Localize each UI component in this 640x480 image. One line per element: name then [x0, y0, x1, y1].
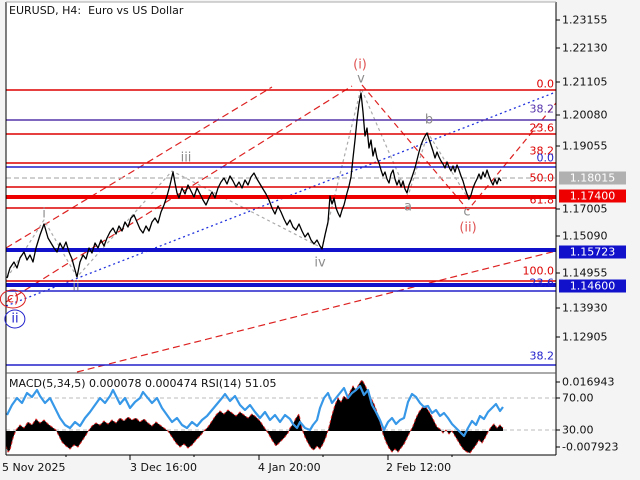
y-axis-label: 1.15090	[562, 229, 608, 243]
wave-label: ii	[72, 279, 80, 295]
trend-line	[5, 85, 353, 303]
macd-signal-line	[5, 379, 504, 454]
wave-label-circled: ii	[4, 309, 26, 329]
y-axis-label: 1.17005	[562, 202, 608, 216]
macd-rsi-readout: MACD(5,34,5) 0.000078 0.000474 RSI(14) 5…	[9, 377, 277, 390]
y-axis-label: 30.00	[562, 423, 594, 437]
y-axis-label: 1.23155	[562, 13, 608, 27]
price-box-current-price: 1.18015	[559, 171, 626, 185]
wave-label: c	[463, 204, 471, 220]
wave-label: i	[42, 206, 46, 222]
y-axis-label: 1.19055	[562, 139, 608, 153]
fib-label: 38.2	[529, 349, 555, 363]
y-axis-label: 0.016943	[562, 375, 615, 389]
fib-label: 50.0	[529, 171, 555, 185]
fib-label: 38.2	[529, 144, 555, 158]
wave-label: iii	[180, 150, 192, 166]
wave-label: (ii)	[459, 220, 477, 236]
price-box-target-2: 1.14600	[559, 279, 626, 293]
y-axis-label: 70.00	[562, 391, 594, 405]
chart-title: EURUSD, H4: Euro vs US Dollar	[9, 4, 184, 17]
y-axis-label: 1.21105	[562, 75, 608, 89]
macd-histogram	[6, 380, 503, 453]
price-box-target-1: 1.15723	[559, 245, 626, 259]
wave-label: iv	[314, 255, 326, 271]
price-series	[6, 92, 502, 279]
plot-background	[6, 2, 556, 455]
wave-label: v	[357, 71, 365, 87]
y-axis-label: 1.12905	[562, 330, 608, 344]
fib-label: 0.0	[536, 151, 555, 165]
wave-label-circled: c)	[0, 289, 27, 309]
trend-line	[76, 250, 557, 373]
y-axis-label: -0.007923	[562, 440, 619, 454]
fib-label: 0.0	[536, 77, 555, 91]
wave-label: b	[424, 112, 434, 128]
rsi-line	[6, 384, 504, 438]
y-axis-label: 1.13930	[562, 301, 608, 315]
fib-label: 23.6	[529, 121, 555, 135]
x-axis-label: 5 Nov 2025	[2, 461, 66, 474]
price-box-key-level: 1.17400	[559, 189, 626, 203]
wave-label: a	[404, 199, 412, 215]
y-axis-label: 1.20080	[562, 108, 608, 122]
x-axis-label: 2 Feb 12:00	[386, 461, 452, 474]
y-axis-label: 1.22130	[562, 41, 608, 55]
fib-label: 38.2	[529, 102, 555, 116]
y-axis-label: 1.14955	[562, 266, 608, 280]
trend-line	[361, 84, 557, 211]
x-axis-label: 3 Dec 16:00	[130, 461, 197, 474]
fib-label: 100.0	[522, 264, 555, 278]
x-axis-label: 4 Jan 20:00	[258, 461, 321, 474]
fib-label: 23.6	[529, 276, 555, 290]
wave-label: (i)	[353, 57, 367, 73]
fib-label: 61.8	[529, 193, 555, 207]
